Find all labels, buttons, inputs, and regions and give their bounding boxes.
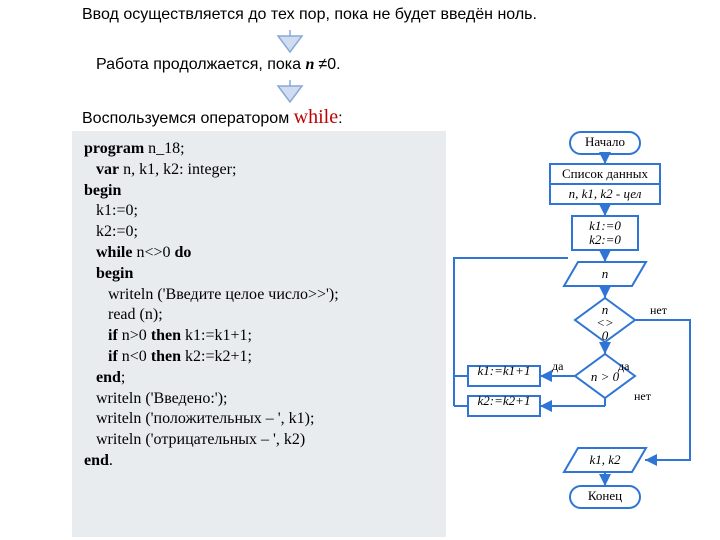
flowchart: Начало Список данных n, k1, k2 - цел k1:… bbox=[440, 130, 720, 540]
flow-datalist: Список данных bbox=[550, 167, 660, 181]
flow-init: k1:=0 k2:=0 bbox=[572, 219, 638, 248]
flow-output: k1, k2 bbox=[564, 453, 646, 467]
intro-line-3: Воспользуемся оператором while: bbox=[82, 106, 343, 129]
flow-assign1: k1:=k1+1 bbox=[468, 364, 540, 377]
flow-yes-1: да bbox=[552, 360, 563, 373]
flow-start: Начало bbox=[570, 135, 640, 149]
arrow-down-1 bbox=[270, 28, 310, 59]
flow-cond1: n<>0 bbox=[590, 303, 620, 342]
code-block: program n_18; var n, k1, k2: integer; be… bbox=[72, 131, 446, 537]
flow-no-1: нет bbox=[650, 304, 667, 317]
flow-yes-2: да bbox=[618, 360, 629, 373]
flow-no-2: нет bbox=[634, 390, 651, 403]
intro-line-1: Ввод осуществляется до тех пор, пока не … bbox=[82, 6, 537, 24]
flow-vars: n, k1, k2 - цел bbox=[550, 187, 660, 201]
flow-end: Конец bbox=[570, 489, 640, 503]
arrow-down-2 bbox=[270, 78, 310, 109]
flow-assign2: k2:=k2+1 bbox=[468, 394, 540, 407]
flow-input: n bbox=[564, 267, 646, 281]
intro-line-2: Работа продолжается, пока n ≠0. bbox=[96, 56, 341, 74]
